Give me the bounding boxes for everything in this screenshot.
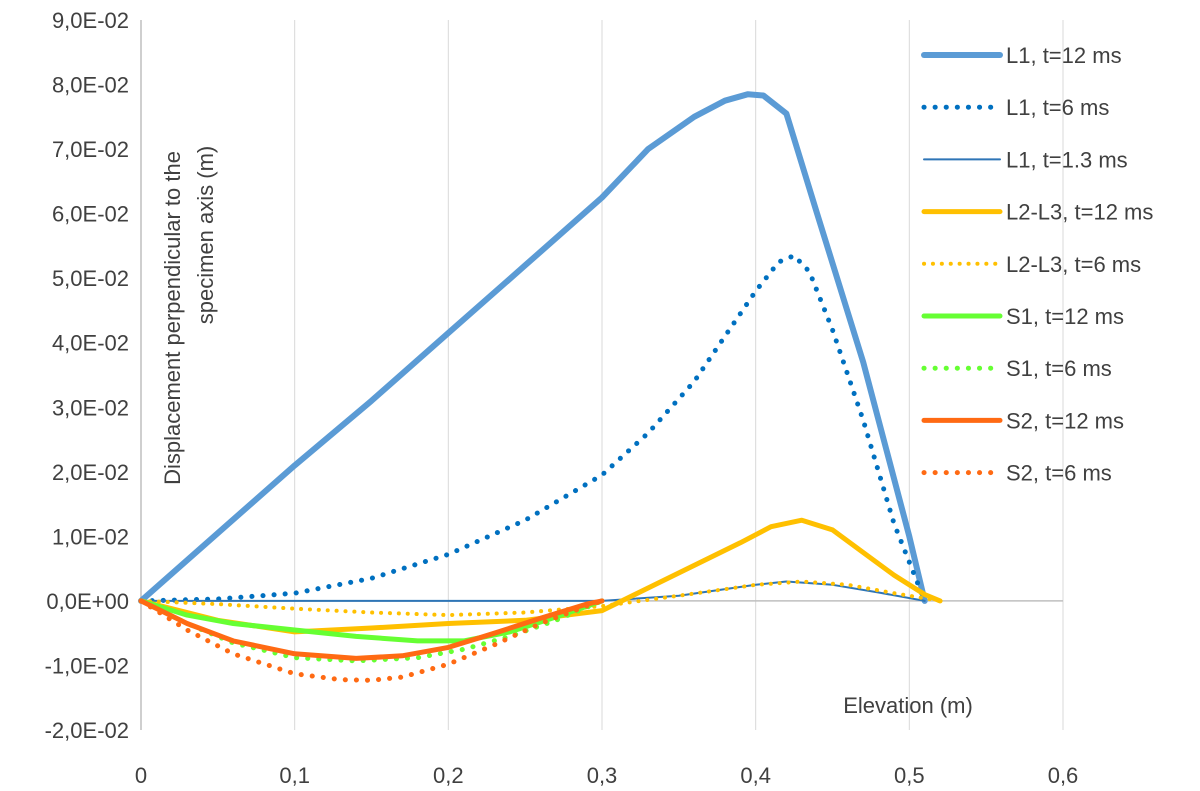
y-tick-label: 6,0E-02 [52, 202, 129, 227]
x-tick-label: 0,3 [587, 763, 618, 788]
y-axis-title-line2: specimen axis (m) [193, 146, 218, 324]
legend: L1, t=12 ms L1, t=6 ms L1, t=1.3 ms L2-L3, … [921, 43, 1153, 486]
series-line-9 [138, 598, 605, 683]
y-tick-label: 0,0E+00 [46, 589, 129, 614]
y-tick-label: 2,0E-02 [52, 460, 129, 485]
legend-label: L2-L3, t=12 ms [1006, 200, 1153, 225]
y-tick-label: 9,0E-02 [52, 8, 129, 33]
y-tick-label: -1,0E-02 [45, 653, 129, 678]
x-tick-label: 0,6 [1048, 763, 1079, 788]
series-line-6 [138, 598, 605, 644]
legend-label: S1, t=12 ms [1006, 304, 1124, 329]
y-tick-label: 1,0E-02 [52, 524, 129, 549]
x-tick-label: 0,4 [740, 763, 771, 788]
y-tick-label: 5,0E-02 [52, 266, 129, 291]
legend-label: L1, t=6 ms [1006, 95, 1109, 120]
x-tick-label: 0 [135, 763, 147, 788]
legend-label: L1, t=12 ms [1006, 43, 1122, 68]
y-axis-title-line1: Displacement perpendicular to the [160, 151, 185, 485]
y-tick-label: 3,0E-02 [52, 395, 129, 420]
legend-label: L1, t=1.3 ms [1006, 147, 1128, 172]
legend-label: S1, t=6 ms [1006, 356, 1112, 381]
x-tick-label: 0,2 [433, 763, 464, 788]
x-tick-label: 0,5 [894, 763, 925, 788]
x-axis-title: Elevation (m) [843, 693, 973, 718]
series-lines [138, 91, 943, 683]
series-line-5 [139, 579, 943, 618]
y-tick-label: 4,0E-02 [52, 331, 129, 356]
gridlines [294, 20, 1064, 730]
series-line-1 [138, 91, 928, 604]
tick-labels: -2,0E-02 -1,0E-02 0,0E+00 1,0E-02 2,0E-02 3,0… [45, 8, 1079, 788]
series-line-4 [138, 517, 943, 635]
legend-label: L2-L3, t=6 ms [1006, 252, 1141, 277]
series-line-3 [140, 580, 926, 602]
series-line-2 [138, 253, 928, 604]
x-tick-label: 0,1 [279, 763, 310, 788]
legend-label: S2, t=12 ms [1006, 408, 1124, 433]
y-tick-label: 8,0E-02 [52, 73, 129, 98]
series-line-8 [138, 598, 605, 661]
y-tick-label: -2,0E-02 [45, 718, 129, 743]
legend-label: S2, t=6 ms [1006, 461, 1112, 486]
y-tick-label: 7,0E-02 [52, 137, 129, 162]
